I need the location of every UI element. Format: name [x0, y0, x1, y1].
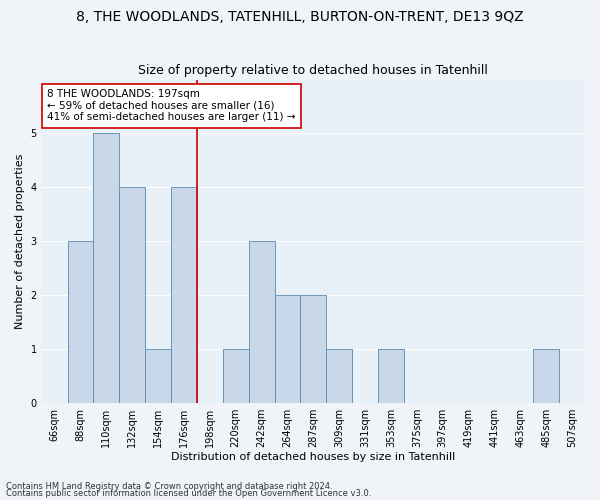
Bar	[533, 349, 559, 403]
Text: Contains public sector information licensed under the Open Government Licence v3: Contains public sector information licen…	[6, 490, 371, 498]
Y-axis label: Number of detached properties: Number of detached properties	[15, 154, 25, 329]
Bar	[145, 349, 171, 403]
Text: Contains HM Land Registry data © Crown copyright and database right 2024.: Contains HM Land Registry data © Crown c…	[6, 482, 332, 491]
Title: Size of property relative to detached houses in Tatenhill: Size of property relative to detached ho…	[139, 64, 488, 77]
Bar	[68, 241, 94, 402]
Bar	[171, 188, 197, 402]
Bar	[248, 241, 275, 402]
Bar	[301, 295, 326, 403]
Bar	[378, 349, 404, 403]
Bar	[275, 295, 301, 403]
Bar	[94, 134, 119, 402]
Bar	[119, 188, 145, 402]
X-axis label: Distribution of detached houses by size in Tatenhill: Distribution of detached houses by size …	[171, 452, 455, 462]
Bar	[223, 349, 248, 403]
Bar	[326, 349, 352, 403]
Text: 8 THE WOODLANDS: 197sqm
← 59% of detached houses are smaller (16)
41% of semi-de: 8 THE WOODLANDS: 197sqm ← 59% of detache…	[47, 90, 296, 122]
Text: 8, THE WOODLANDS, TATENHILL, BURTON-ON-TRENT, DE13 9QZ: 8, THE WOODLANDS, TATENHILL, BURTON-ON-T…	[76, 10, 524, 24]
